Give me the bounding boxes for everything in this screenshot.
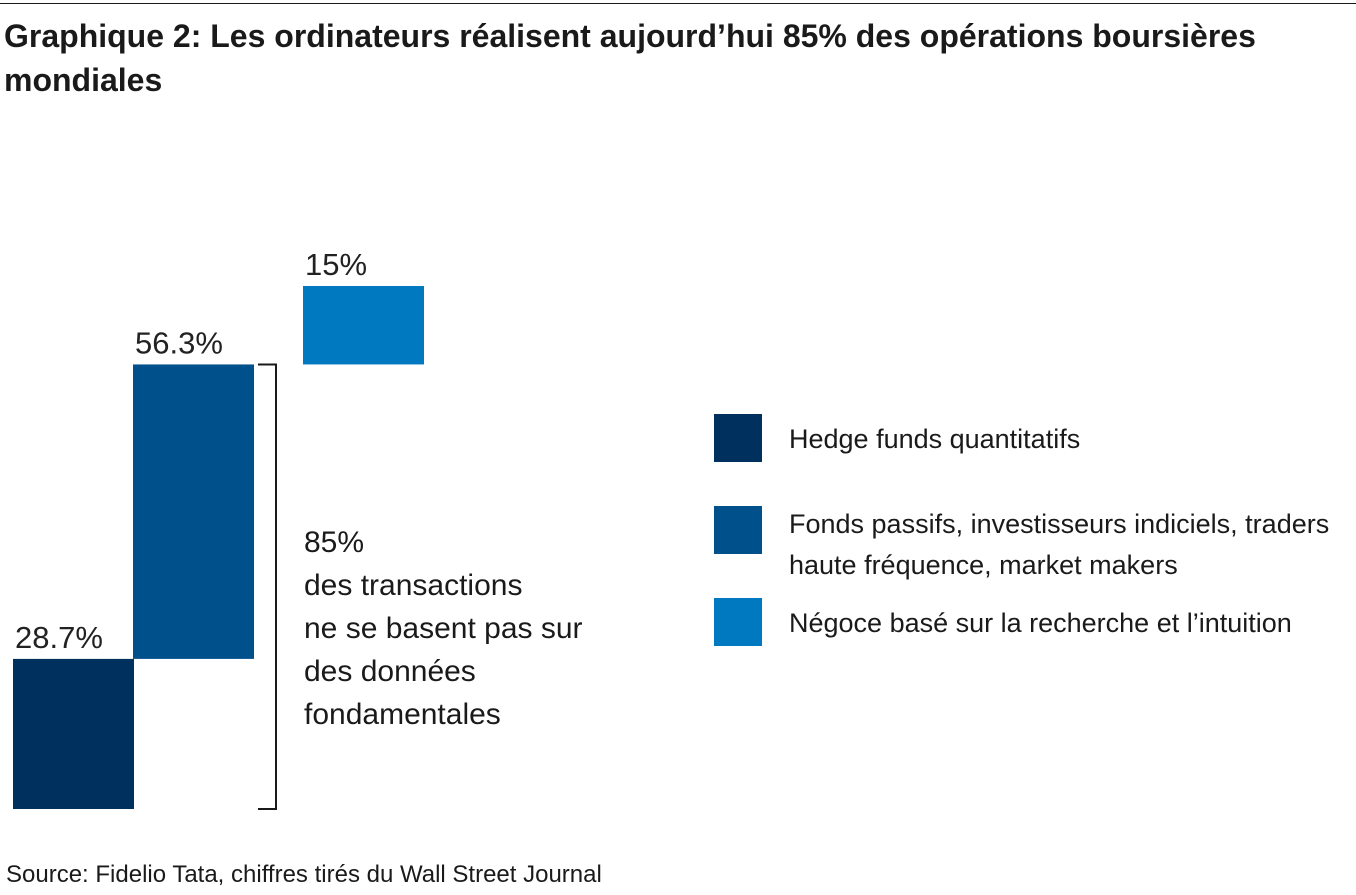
legend-label-passive-funds: Fonds passifs, investisseurs indiciels, … — [789, 509, 1330, 580]
chart-title: Graphique 2: Les ordinateurs réalisent a… — [4, 18, 1256, 98]
value-labels-layer: 28.7% 56.3% 15% — [15, 247, 367, 655]
value-label-research: 15% — [305, 247, 367, 282]
annotation-85-percent: 85% des transactions ne se basent pas su… — [304, 521, 704, 736]
source-note: Source: Fidelio Tata, chiffres tirés du … — [6, 861, 602, 888]
top-rule — [0, 3, 1356, 4]
value-label-hedge-funds: 28.7% — [15, 620, 103, 655]
annotation-line-3: des données — [304, 655, 476, 688]
value-label-passive-funds: 56.3% — [135, 325, 223, 360]
bar-research — [303, 286, 424, 365]
legend-swatch-hedge-funds — [714, 414, 762, 462]
legend-swatch-research — [714, 598, 762, 646]
bar-hedge-funds — [13, 658, 134, 809]
annotation-line-2: ne se basent pas sur — [304, 612, 583, 645]
bars-layer — [13, 286, 424, 809]
legend-label-research: Négoce basé sur la recherche et l’intuit… — [789, 608, 1292, 638]
bracket-85-percent — [258, 363, 277, 810]
annotation-line-1: des transactions — [304, 569, 523, 602]
legend-swatch-passive-funds — [714, 506, 762, 554]
annotation-line-4: fondamentales — [304, 698, 501, 731]
bar-passive-funds — [133, 364, 254, 659]
annotation-value: 85% — [304, 526, 365, 559]
legend-label-hedge-funds: Hedge funds quantitatifs — [789, 424, 1081, 454]
waterfall-chart: 28.7% 56.3% 15% — [13, 247, 424, 810]
